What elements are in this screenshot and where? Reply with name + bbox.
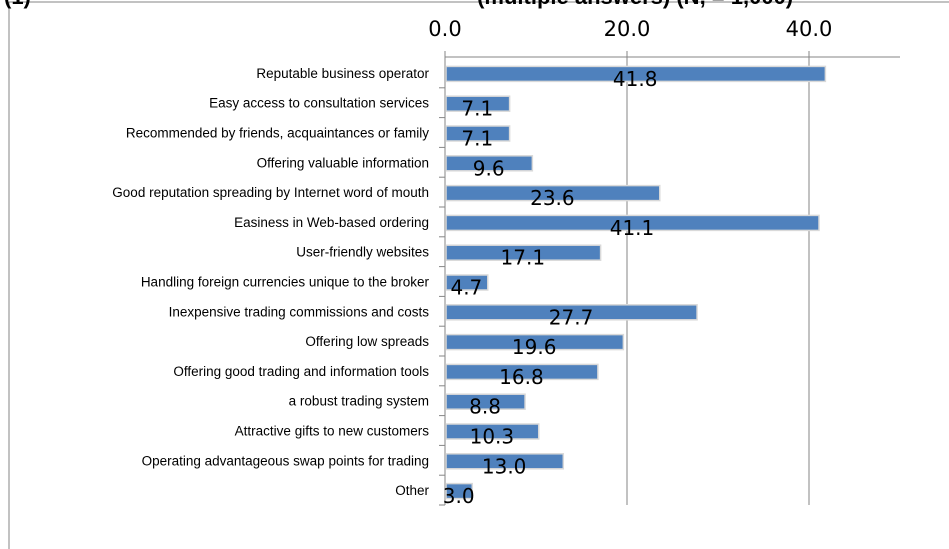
bar xyxy=(445,155,534,172)
bar xyxy=(445,333,625,351)
bar xyxy=(445,95,511,112)
category-label: Reputable business operator xyxy=(256,66,429,81)
bar xyxy=(445,393,526,410)
category-label: Operating advantageous swap points for t… xyxy=(142,453,429,468)
bars xyxy=(445,65,827,500)
category-label: Inexpensive trading commissions and cost… xyxy=(169,304,430,319)
data-label: 16.8 xyxy=(499,365,544,389)
data-labels: 41.8 7.1 7.1 9.6 23.6 41.1 17.1 4.7 27.7 19.6 16.8… xyxy=(443,67,658,508)
category-label: a robust trading system xyxy=(289,394,429,409)
bar xyxy=(445,214,820,232)
bar xyxy=(445,423,540,440)
category-label: Easy access to consultation services xyxy=(209,96,429,111)
chart-title: (1) (multiple answers) (N, = 1,000) xyxy=(4,0,793,9)
category-label: Attractive gifts to new customers xyxy=(235,424,430,439)
bar xyxy=(445,274,489,291)
data-label: 23.6 xyxy=(530,186,575,210)
bar xyxy=(445,184,661,202)
data-label: 19.6 xyxy=(512,335,557,359)
data-label: 7.1 xyxy=(461,127,493,151)
data-label: 9.6 xyxy=(473,156,505,180)
x-tick-label: 20.0 xyxy=(604,17,651,41)
bar xyxy=(445,363,599,381)
tick-labels: 0.0 20.0 40.0 xyxy=(428,17,832,41)
data-label: 17.1 xyxy=(501,246,546,270)
data-label: 7.1 xyxy=(461,97,493,121)
category-label: Other xyxy=(395,483,429,498)
data-label: 3.0 xyxy=(443,484,475,508)
data-label: 41.1 xyxy=(610,216,655,240)
category-label: Recommended by friends, acquaintances or… xyxy=(126,126,429,141)
category-labels: Reputable business operator Easy access t… xyxy=(112,66,429,498)
category-label: Offering good trading and information to… xyxy=(173,364,429,379)
bar xyxy=(445,304,698,321)
bar xyxy=(445,65,827,83)
category-label: Offering valuable information xyxy=(257,155,429,170)
x-tick-label: 40.0 xyxy=(786,17,833,41)
axes xyxy=(439,51,900,506)
data-label: 27.7 xyxy=(549,305,594,329)
bar xyxy=(445,244,602,261)
data-label: 8.8 xyxy=(469,395,501,419)
data-label: 10.3 xyxy=(470,425,515,449)
bar xyxy=(445,453,565,470)
data-label: 13.0 xyxy=(482,454,527,478)
data-label: 41.8 xyxy=(613,67,658,91)
chart-border xyxy=(8,1,949,549)
category-label: Good reputation spreading by Internet wo… xyxy=(112,185,429,200)
category-label: Offering low spreads xyxy=(305,334,429,349)
x-tick-label: 0.0 xyxy=(428,17,461,41)
category-label: User-friendly websites xyxy=(296,245,429,260)
gridlines xyxy=(626,57,810,505)
bar xyxy=(445,482,474,500)
bar xyxy=(445,125,511,142)
category-label: Handling foreign currencies unique to th… xyxy=(141,275,430,290)
data-label: 4.7 xyxy=(450,276,482,300)
category-label: Easiness in Web-based ordering xyxy=(234,215,429,230)
